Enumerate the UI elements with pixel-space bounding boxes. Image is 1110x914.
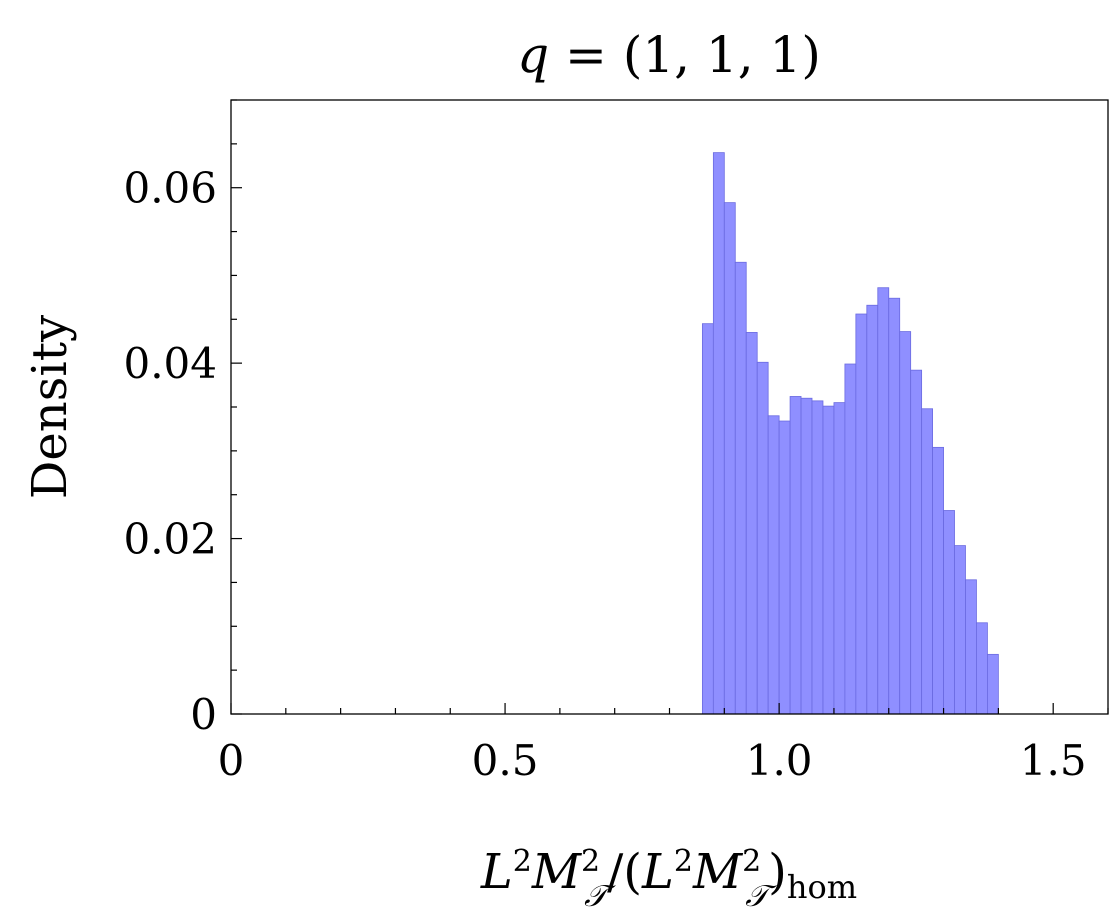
- histogram-bar: [866, 304, 879, 715]
- histogram-bar: [910, 369, 923, 715]
- histogram-bar: [723, 202, 736, 715]
- y-tick-label: 0.04: [123, 339, 217, 388]
- histogram-bar: [855, 313, 868, 715]
- histogram-bar: [965, 579, 977, 715]
- y-axis-label: Density: [22, 315, 78, 499]
- histogram-bar: [745, 332, 758, 715]
- histogram-bar: [800, 397, 813, 715]
- histogram-bar: [844, 363, 857, 715]
- histogram-bar: [954, 545, 966, 715]
- x-tick-label: 1.0: [746, 736, 813, 785]
- plot-frame: [230, 99, 1109, 715]
- histogram-bar: [987, 653, 999, 715]
- histogram-bar: [712, 152, 725, 715]
- histogram-bar: [734, 261, 747, 715]
- histogram-bar: [888, 297, 901, 715]
- x-tick-label: 1.5: [1020, 736, 1087, 785]
- x-axis-label: L2M2 𝒯/(L2M2 𝒯)hom: [480, 844, 857, 914]
- histogram-bar: [701, 323, 714, 715]
- histogram-bars: [701, 152, 999, 715]
- histogram-bar: [921, 408, 934, 715]
- histogram-bar: [976, 622, 988, 715]
- histogram-bar: [899, 331, 912, 715]
- histogram-bar: [789, 396, 802, 715]
- y-tick-label: 0: [190, 690, 217, 739]
- y-tick-label: 0.06: [123, 164, 217, 213]
- x-tick-label: 0: [218, 736, 245, 785]
- histogram-bar: [822, 405, 835, 715]
- histogram-bar: [943, 510, 955, 715]
- axis-tick-labels: 0 0.5 1.0 1.5 0 0.02 0.04 0.06: [123, 164, 1086, 785]
- x-tick-label: 0.5: [472, 736, 539, 785]
- histogram-bar: [778, 420, 791, 715]
- histogram-bar: [767, 415, 780, 715]
- histogram-bar: [811, 400, 824, 715]
- chart-title: q = (1, 1, 1): [517, 26, 821, 84]
- histogram-bar: [756, 361, 769, 715]
- histogram-bar: [833, 402, 846, 715]
- histogram-bar: [877, 287, 890, 715]
- histogram-bar: [932, 446, 944, 715]
- y-tick-label: 0.02: [123, 515, 217, 564]
